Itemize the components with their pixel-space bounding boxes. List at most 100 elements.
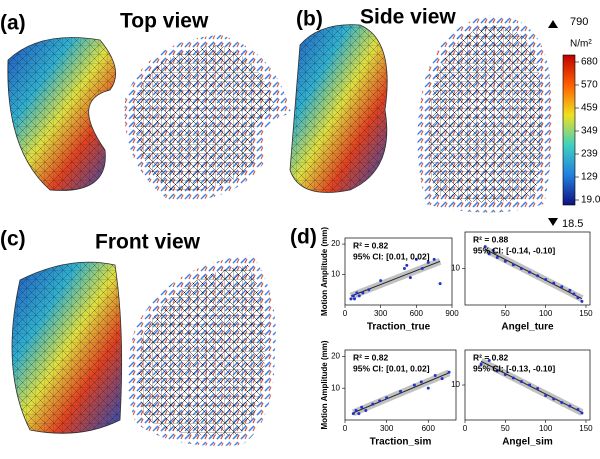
colorbar-label: 680 xyxy=(581,57,598,68)
point xyxy=(580,299,584,303)
point xyxy=(438,282,442,286)
panel-title: Top view xyxy=(120,10,209,33)
colorbar-label: 129 xyxy=(581,172,598,183)
x-tick-label: 150 xyxy=(579,309,593,318)
y-tick-label: 20 xyxy=(331,239,340,248)
annotation: 95% CI: [-0.14, -0.10] xyxy=(473,245,555,255)
point xyxy=(355,291,359,295)
x-tick-label: 300 xyxy=(374,309,388,318)
point xyxy=(371,402,375,406)
y-tick-label: 20 xyxy=(331,351,340,360)
point xyxy=(354,408,358,412)
point xyxy=(379,279,383,283)
annotation: 95% CI: [-0.13, -0.10] xyxy=(473,363,555,373)
point xyxy=(487,252,491,256)
point xyxy=(367,288,371,292)
point xyxy=(491,248,495,252)
point xyxy=(495,256,499,260)
point xyxy=(351,412,355,416)
point xyxy=(360,405,364,409)
point xyxy=(432,257,436,261)
fit-line xyxy=(484,248,583,300)
x-axis-label: Angel_ture xyxy=(501,322,554,333)
point xyxy=(560,285,564,289)
point xyxy=(572,292,576,296)
annotation: R² = 0.82 xyxy=(353,240,388,250)
point xyxy=(349,297,353,301)
x-tick-label: 900 xyxy=(445,309,459,318)
y-tick-label: 10 xyxy=(451,264,460,273)
x-tick-label: 600 xyxy=(422,424,436,433)
annotation: R² = 0.82 xyxy=(353,352,388,362)
y-tick-label: 10 xyxy=(331,270,340,279)
point xyxy=(402,266,406,270)
point xyxy=(412,383,416,387)
point xyxy=(519,267,523,270)
point xyxy=(353,297,357,301)
x-tick-label: 0 xyxy=(463,424,468,433)
fit-line xyxy=(353,372,450,414)
point xyxy=(385,396,389,400)
x-tick-label: 100 xyxy=(539,424,553,433)
x-tick-label: 0 xyxy=(343,309,348,318)
y-axis-label: Motion Amplitude (mm) xyxy=(320,340,329,429)
colorbar-label: 459 xyxy=(581,103,598,114)
panel-label: (c) xyxy=(0,228,26,251)
annotation: 95% CI: [0.01, 0.02] xyxy=(353,251,430,261)
fit-line xyxy=(350,260,441,297)
x-tick-label: 100 xyxy=(539,309,553,318)
x-tick-label: 0 xyxy=(343,424,348,433)
point xyxy=(560,401,564,404)
point xyxy=(487,359,491,362)
point xyxy=(357,294,361,298)
point xyxy=(361,291,365,295)
colorbar-unit: N/m² xyxy=(570,39,592,50)
point xyxy=(511,376,515,380)
mesh-images xyxy=(7,14,576,446)
point xyxy=(405,263,409,267)
annotation: R² = 0.82 xyxy=(473,352,508,362)
point xyxy=(519,380,523,383)
point xyxy=(552,397,556,401)
point xyxy=(483,245,487,249)
x-tick-label: 600 xyxy=(410,309,424,318)
panel-label: (a) xyxy=(0,12,26,35)
point xyxy=(576,296,580,300)
x-axis-label: Traction_sim xyxy=(370,437,432,448)
y-tick-label: 10 xyxy=(451,380,460,389)
annotation: R² = 0.88 xyxy=(473,234,508,244)
point xyxy=(420,266,424,270)
point xyxy=(580,411,584,415)
point xyxy=(552,281,556,285)
labels: (a) Top view (b) Side view (c) Front vie… xyxy=(0,6,592,254)
panel-title: Front view xyxy=(95,231,201,254)
point xyxy=(511,263,515,267)
plot-frame xyxy=(344,349,457,421)
colorbar-label: 570 xyxy=(581,80,598,91)
panel-title: Side view xyxy=(360,6,456,29)
point xyxy=(419,380,423,384)
point xyxy=(544,394,548,397)
x-tick-label: 150 xyxy=(579,424,593,433)
colorbar-label: 19.0 xyxy=(581,195,600,206)
y-tick-label: 10 xyxy=(331,383,340,392)
x-tick-label: 50 xyxy=(501,309,510,318)
point xyxy=(576,408,580,411)
x-tick-label: 300 xyxy=(380,424,394,433)
point xyxy=(536,387,540,390)
point xyxy=(479,362,483,366)
y-axis-label: Motion Amplitude (mm) xyxy=(320,227,329,316)
point xyxy=(447,370,451,374)
point xyxy=(433,373,437,377)
point xyxy=(399,389,402,393)
x-tick-label: 50 xyxy=(501,424,510,433)
point xyxy=(351,294,355,298)
point xyxy=(544,277,548,281)
panel-label: (b) xyxy=(296,8,323,31)
point xyxy=(408,276,412,280)
colorbar-min: 18.5 xyxy=(562,218,583,230)
x-axis-label: Traction_true xyxy=(367,322,431,333)
annotation: 95% CI: [0.01, 0.02] xyxy=(353,363,430,373)
point xyxy=(536,274,540,278)
